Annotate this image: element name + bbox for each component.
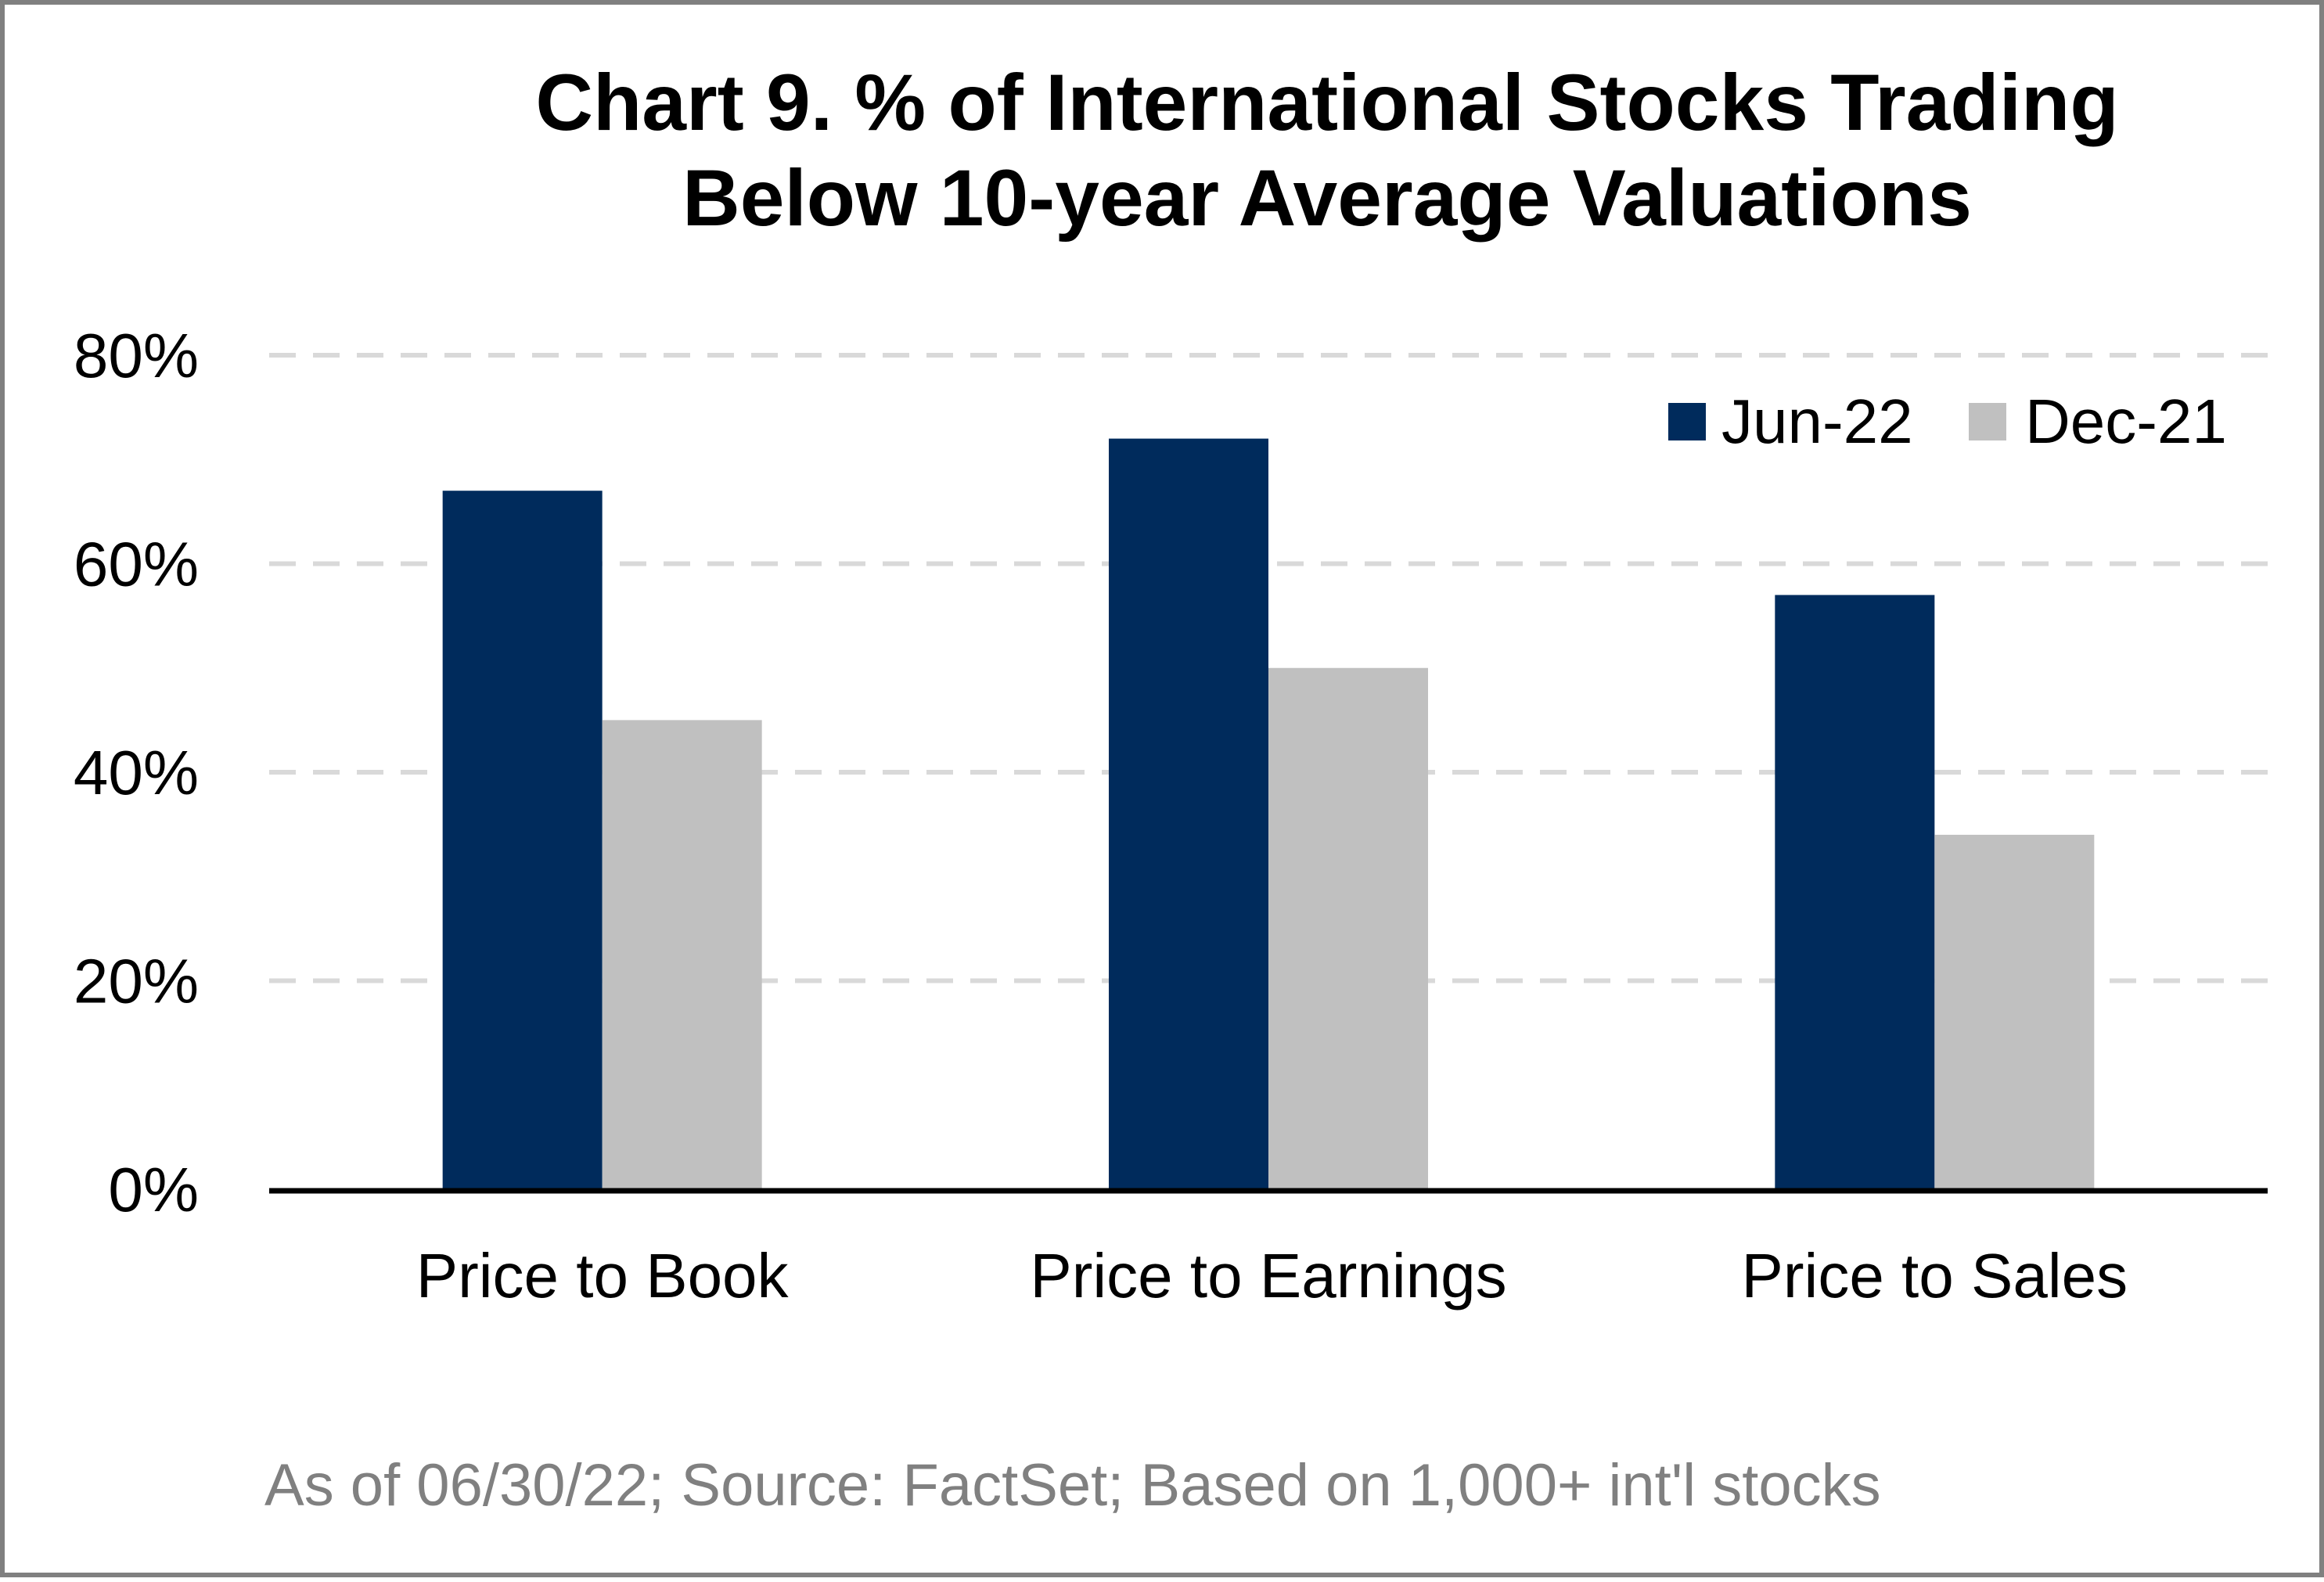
bar-jun-22-0 (442, 491, 603, 1189)
chart-svg: Chart 9. % of International Stocks Tradi… (74, 58, 2268, 1519)
y-axis-ticks: 0% 20% 40% 60% 80% (74, 321, 199, 1224)
legend-swatch-dec-21 (1969, 403, 2006, 440)
y-tick-label-0: 0% (108, 1155, 199, 1224)
legend-label-dec-21: Dec-21 (2025, 387, 2227, 456)
legend-label-jun-22: Jun-22 (1721, 387, 1913, 456)
chart-title-line-1: Chart 9. % of International Stocks Tradi… (535, 58, 2118, 147)
chart-title-line-2: Below 10-year Average Valuations (682, 153, 1972, 243)
chart-title: Chart 9. % of International Stocks Tradi… (535, 58, 2118, 243)
bar-dec-21-2 (1934, 834, 2095, 1189)
bar-dec-21-0 (602, 720, 762, 1189)
y-tick-label-1: 20% (74, 947, 199, 1016)
category-label-0: Price to Book (416, 1241, 790, 1311)
category-label-2: Price to Sales (1742, 1241, 2128, 1311)
legend-swatch-jun-22 (1668, 403, 1706, 440)
y-tick-label-3: 60% (74, 530, 199, 599)
y-tick-label-2: 40% (74, 738, 199, 807)
footnote: As of 06/30/22; Source: FactSet; Based o… (264, 1452, 1881, 1519)
bar-jun-22-1 (1109, 438, 1268, 1189)
bar-jun-22-2 (1775, 595, 1935, 1189)
y-tick-label-4: 80% (74, 321, 199, 390)
bars (442, 438, 2095, 1189)
category-label-1: Price to Earnings (1030, 1241, 1506, 1311)
bar-dec-21-1 (1268, 667, 1428, 1189)
x-axis-categories: Price to Book Price to Earnings Price to S… (416, 1241, 2128, 1311)
legend: Jun-22 Dec-21 (1668, 387, 2227, 456)
